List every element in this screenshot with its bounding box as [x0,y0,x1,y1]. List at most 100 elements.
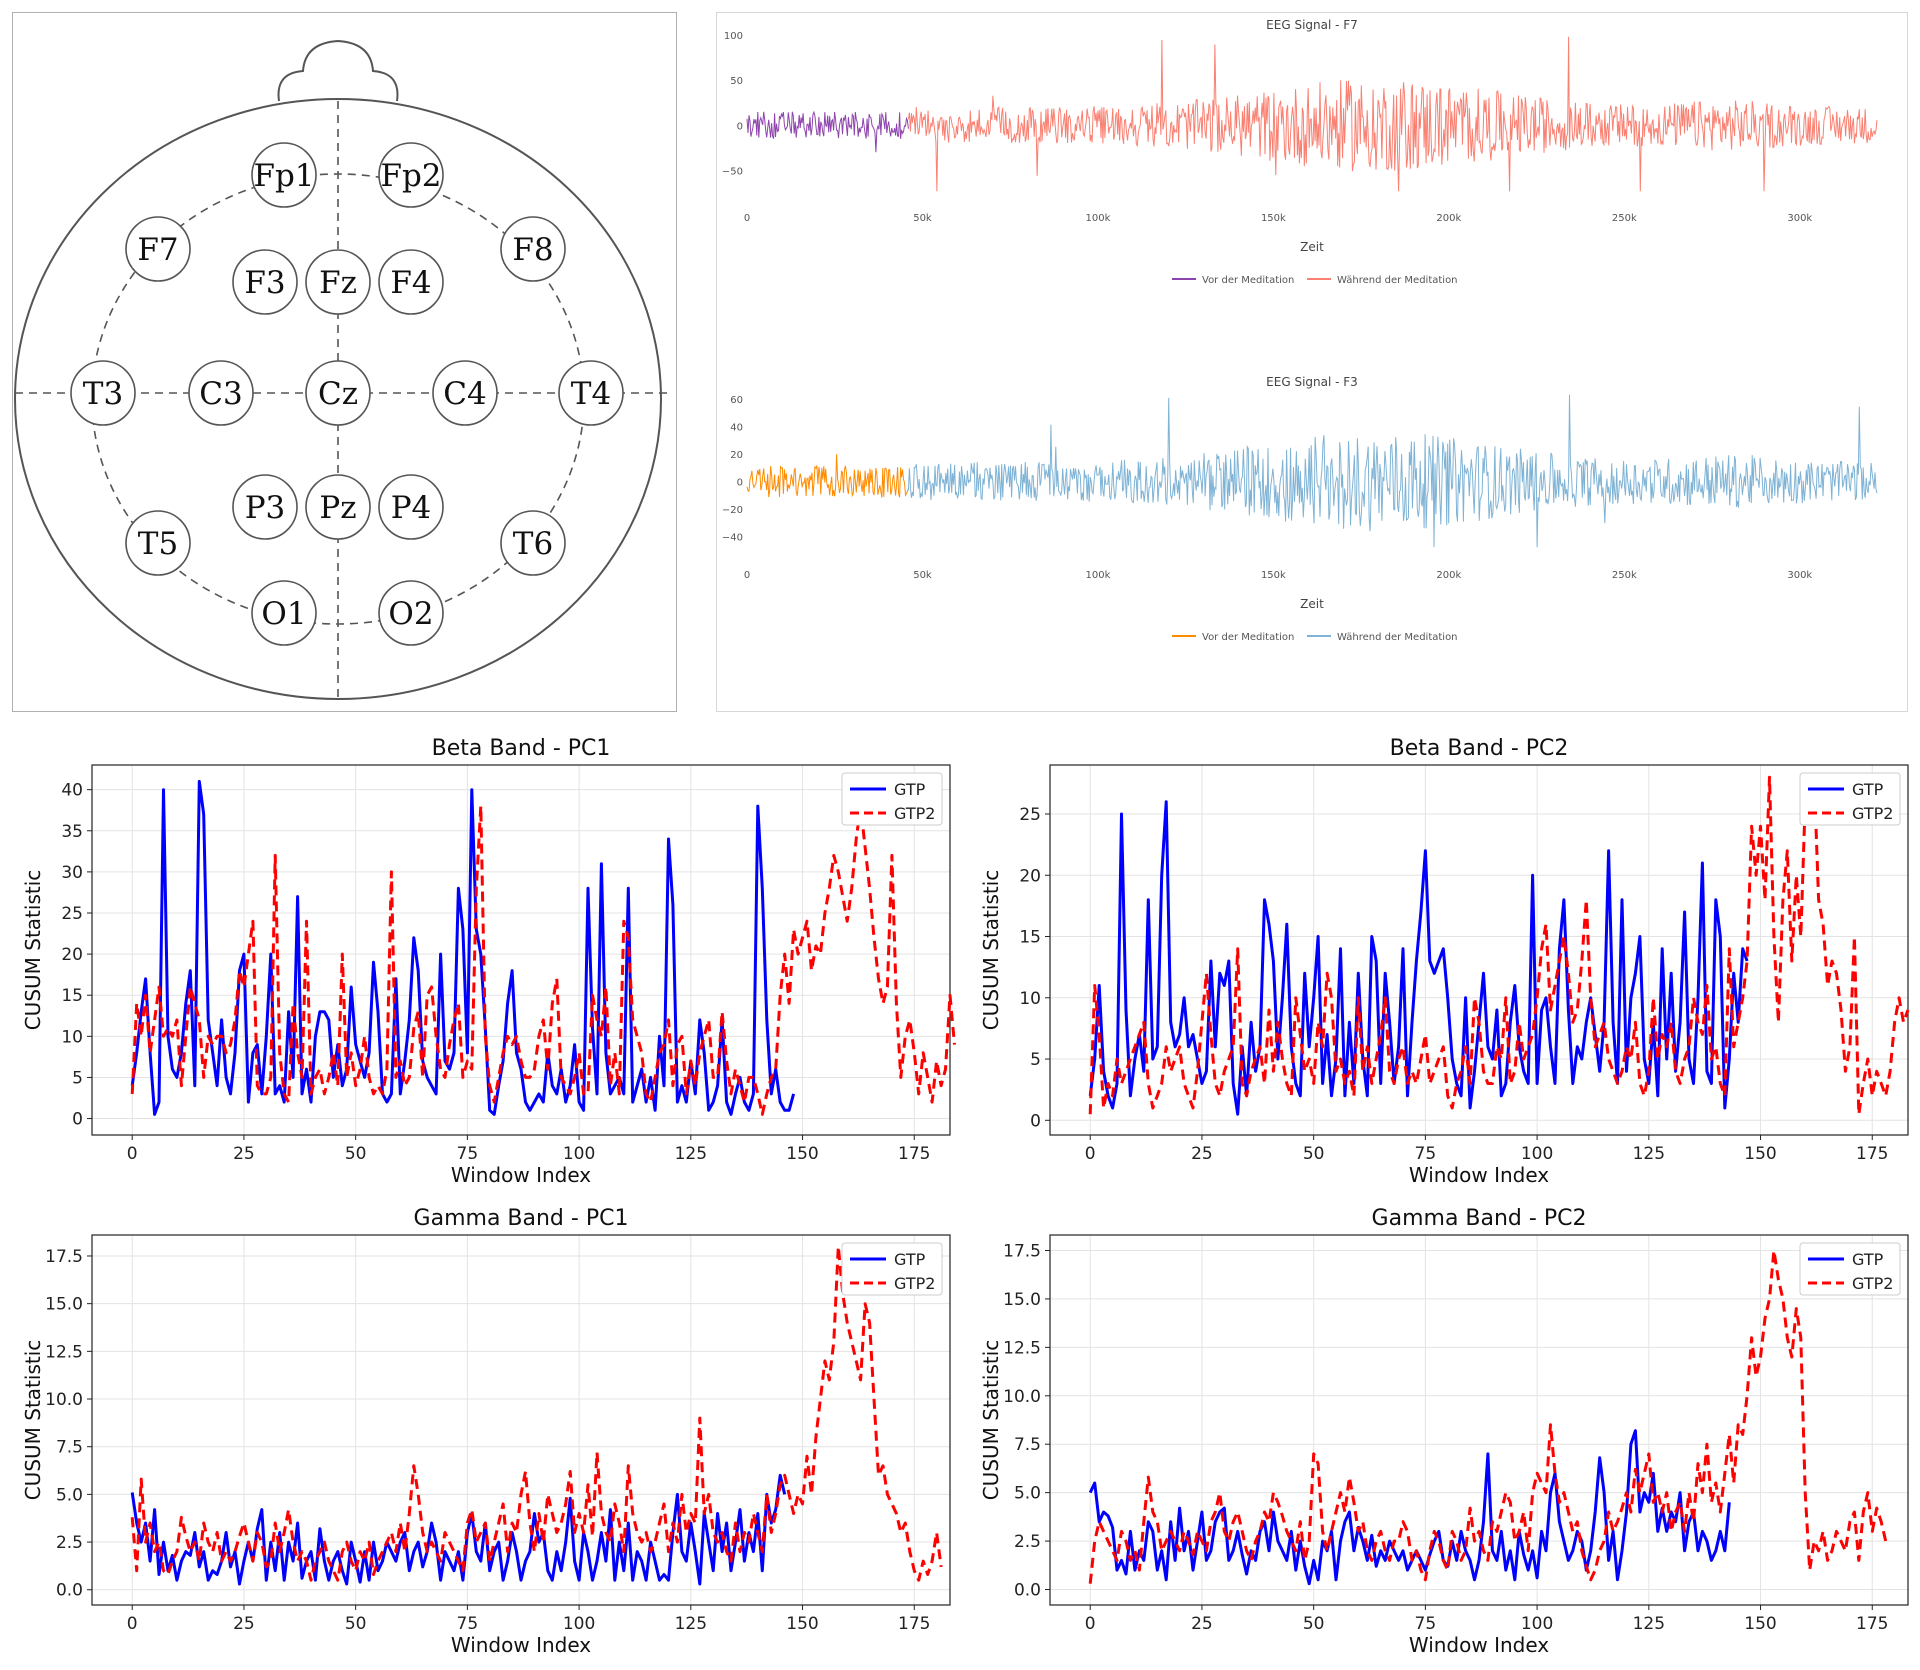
electrode-circle [70,360,136,426]
electrode-nodes: Fp1 Fp2 F7 F3 Fz F4 F8 T3 C3 Cz C4 T4 P3 Pz P4 T5 T6 O1 O2 [70,142,624,646]
eeg-chart-title: EEG Signal - F3 [1266,375,1358,389]
series-line-gtp [1088,800,1749,1116]
y-tick-label: 10 [61,1027,83,1047]
nose-outline [277,39,399,102]
legend-label: GTP [1852,1250,1884,1269]
y-tick-label: 12.5 [1003,1338,1041,1358]
y-tick-label: 5 [1030,1050,1041,1070]
eeg-y-tick-label: 40 [730,422,743,433]
eeg-legend-label: Vor der Meditation [1202,632,1294,643]
legend-label: GTP2 [894,804,935,823]
eeg-y-tick-label: −40 [722,532,743,543]
y-tick-label: 30 [61,863,83,883]
eeg-chart-title: EEG Signal - F7 [1266,18,1358,32]
legend-label: GTP [1852,780,1884,799]
eeg-series-before [746,454,909,498]
electrode-label: Fp1 [253,158,314,194]
eeg-x-tick-label: 100k [1085,213,1110,224]
y-tick-label: 12.5 [45,1342,83,1362]
eeg-y-tick-label: 0 [737,477,743,488]
electrode-f4: F4 [378,249,444,315]
electrode-circle [305,249,371,315]
legend-label: GTP2 [1852,804,1893,823]
eeg-x-tick-label: 200k [1436,213,1461,224]
electrode-label: P3 [245,490,286,526]
y-tick-label: 10 [1019,989,1041,1009]
electrode-circle [378,142,444,208]
x-axis-label: Window Index [451,1633,591,1657]
eeg-y-tick-label: −50 [722,166,743,177]
eeg-x-tick-label: 250k [1612,570,1637,581]
electrode-label: O2 [388,596,433,632]
electrode-t3: T3 [70,360,136,426]
chart-title: Beta Band - PC1 [432,736,611,761]
x-tick-label: 25 [1191,1144,1213,1164]
x-tick-label: 0 [1085,1144,1096,1164]
x-tick-label: 0 [127,1144,138,1164]
eeg-x-axis-label: Zeit [1300,597,1324,611]
y-axis-label: CUSUM Statistic [21,1340,45,1501]
electrode-map-panel: Fp1 Fp2 F7 F3 Fz F4 F8 T3 C3 Cz C4 T4 P3 Pz P4 T5 T6 O1 O2 [12,12,677,712]
y-tick-label: 0 [72,1110,83,1130]
y-tick-label: 25 [1019,805,1041,825]
x-tick-label: 75 [1415,1614,1437,1634]
y-tick-label: 40 [61,781,83,801]
electrode-label: T4 [571,376,611,412]
plot-frame [1049,764,1909,1136]
series-line-gtp2 [1088,1249,1888,1584]
electrode-pz: Pz [305,474,371,540]
electrode-t5: T5 [125,510,191,576]
y-tick-label: 0.0 [1014,1581,1041,1601]
x-tick-label: 100 [1521,1614,1553,1634]
electrode-label: F4 [390,265,431,301]
eeg-series-before [746,110,909,153]
y-tick-label: 17.5 [1003,1241,1041,1261]
x-tick-label: 50 [345,1144,367,1164]
y-tick-label: 5 [72,1068,83,1088]
electrode-circle [188,360,254,426]
electrode-circle [378,580,444,646]
plot-frame [1049,1234,1909,1606]
y-tick-label: 10.0 [1003,1387,1041,1407]
eeg-x-tick-label: 0 [744,213,750,224]
electrode-o1: O1 [251,580,317,646]
legend-label: GTP [894,780,926,799]
x-tick-label: 25 [1191,1614,1213,1634]
gamma-pc1-chart: 0.0 2.5 5.0 7.5 10.0 12.5 15.0 17.5 0 25 50 75 100 12… [21,1206,951,1657]
plot-frame [91,1234,951,1606]
x-tick-label: 100 [1521,1144,1553,1164]
x-tick-label: 75 [457,1614,479,1634]
electrode-circle [125,510,191,576]
electrode-c3: C3 [188,360,254,426]
eeg-y-tick-label: 20 [730,450,743,461]
x-tick-label: 100 [563,1614,595,1634]
electrode-c4: C4 [432,360,498,426]
electrode-label: P4 [391,490,432,526]
series-line-gtp2 [1088,775,1910,1116]
electrode-circle [305,360,371,426]
y-tick-label: 15.0 [45,1295,83,1315]
y-tick-label: 2.5 [1014,1532,1041,1552]
y-tick-label: 20 [1019,866,1041,886]
eeg-legend-label: Vor der Meditation [1202,275,1294,286]
x-tick-label: 75 [1415,1144,1437,1164]
y-tick-label: 15 [1019,928,1041,948]
y-tick-label: 15.0 [1003,1290,1041,1310]
electrode-label: C4 [443,376,486,412]
y-tick-label: 25 [61,904,83,924]
x-tick-label: 175 [1856,1614,1888,1634]
electrode-p4: P4 [378,474,444,540]
electrode-circle [378,474,444,540]
series-line-gtp [1088,1429,1731,1586]
x-tick-label: 75 [457,1144,479,1164]
series-line-gtp [130,1473,787,1586]
electrode-circle [500,216,566,282]
x-tick-label: 175 [1856,1144,1888,1164]
x-tick-label: 0 [1085,1614,1096,1634]
electrode-label: Fz [319,265,357,301]
electrode-label: F3 [244,265,285,301]
y-tick-label: 0 [1030,1111,1041,1131]
x-tick-label: 150 [786,1144,818,1164]
eeg-x-tick-label: 0 [744,570,750,581]
eeg-signal-panel: EEG Signal - F7 −50 0 50 100 0 50k 100k 150k 200k… [716,12,1908,712]
